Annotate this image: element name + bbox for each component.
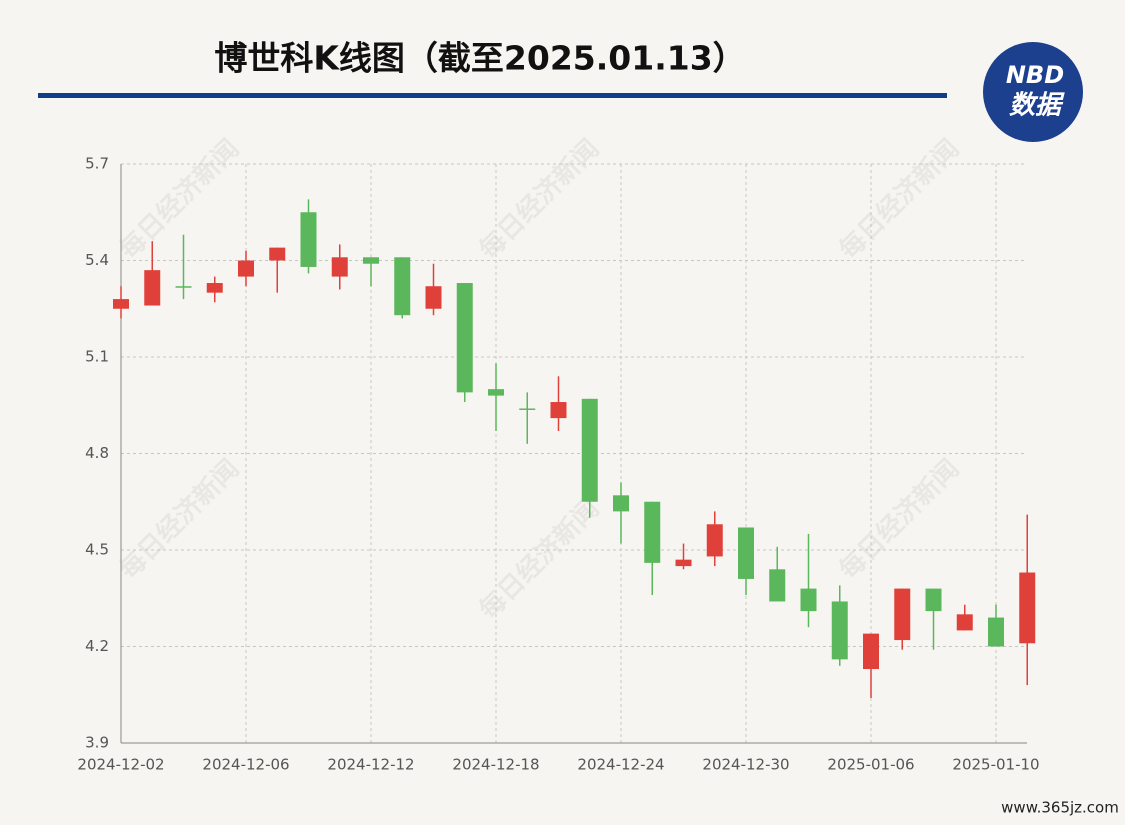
y-tick-label: 3.9 [85,734,109,752]
candle-body [613,495,629,512]
candle-body [206,283,223,293]
x-tick-label: 2024-12-12 [327,756,414,774]
candle-body [519,408,536,410]
watermark: 每日经济新闻 [113,453,245,585]
candle-body [581,398,598,502]
watermark: 每日经济新闻 [473,133,605,265]
candle-body [831,601,848,660]
x-tick-label: 2024-12-06 [202,756,289,774]
candle-body [363,257,379,264]
watermark: 每日经济新闻 [473,493,605,625]
y-tick-label: 5.4 [85,251,109,269]
candle-body [956,614,973,631]
candle-body [894,588,911,641]
candle-body [300,212,317,267]
y-tick-label: 5.7 [85,155,109,173]
watermark: 每日经济新闻 [833,453,965,585]
candle-body [269,247,286,261]
x-tick-label: 2024-12-02 [77,756,164,774]
candle-body [331,257,348,277]
watermark: 每日经济新闻 [113,133,245,265]
candle-body [113,299,129,309]
candle-body [644,501,661,563]
x-tick-label: 2025-01-06 [827,756,914,774]
candle-body [769,569,786,602]
y-tick-label: 4.2 [85,637,109,655]
candle-body [706,524,723,557]
candle-body [675,559,692,567]
chart-title: 博世科K线图（截至2025.01.13） [214,39,745,78]
candle-body [488,389,504,396]
candle-body [800,588,817,612]
y-tick-label: 4.5 [85,541,109,559]
x-tick-label: 2024-12-24 [577,756,664,774]
candle-body [550,402,567,419]
logo-bottom: 数据 [1009,91,1065,121]
logo-badge [983,42,1083,142]
title-underline [38,93,947,98]
y-tick-label: 5.1 [85,348,109,366]
x-tick-label: 2024-12-30 [702,756,789,774]
x-tick-label: 2025-01-10 [952,756,1039,774]
candle-body [988,617,1004,647]
candle-body [175,286,192,288]
candle-body [863,633,879,670]
candle-body [1019,572,1036,644]
watermark: 每日经济新闻 [833,133,965,265]
candle-body [394,257,411,316]
candle-body [738,527,754,579]
x-tick-label: 2024-12-18 [452,756,539,774]
y-tick-label: 4.8 [85,444,109,462]
logo-top: NBD [1006,61,1064,89]
candle-body [456,283,473,393]
source: www.365jz.com [1001,799,1119,817]
candle-body [425,286,442,309]
candle-body [144,270,161,306]
candle-body [238,260,254,277]
candle-body [925,588,942,612]
